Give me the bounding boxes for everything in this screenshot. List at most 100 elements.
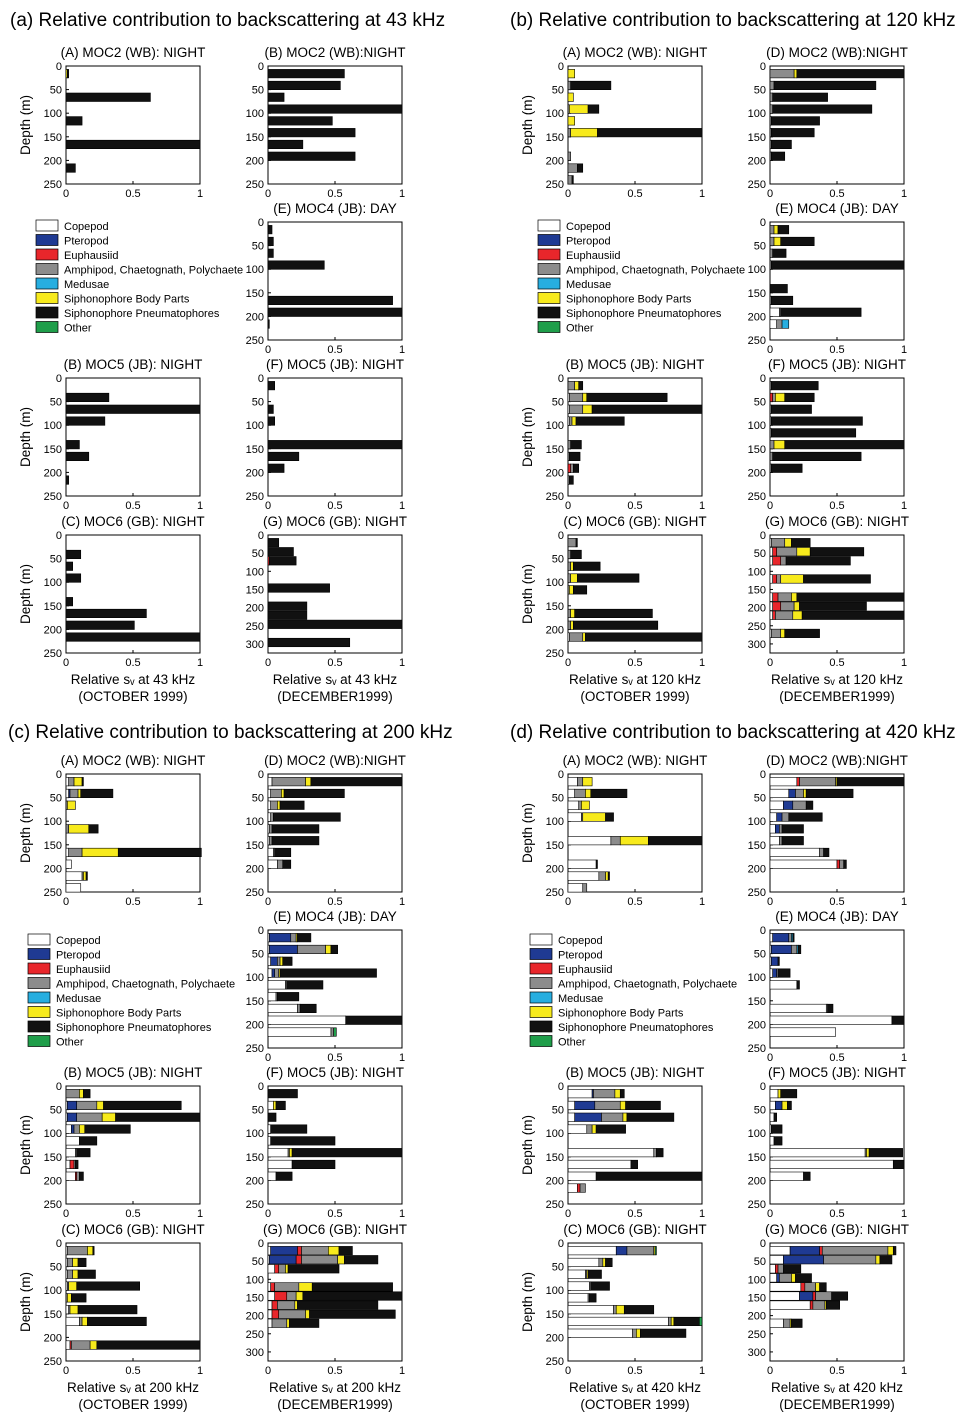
y-tick-label: 250 xyxy=(748,1329,766,1341)
bar-segment xyxy=(771,128,815,138)
bar-segment xyxy=(274,968,280,978)
bar-segment xyxy=(330,944,338,954)
y-tick-label: 100 xyxy=(748,264,766,276)
bar-segment xyxy=(567,128,571,138)
bar-segment xyxy=(267,800,271,810)
bar-segment xyxy=(267,1171,277,1181)
bar-segment xyxy=(267,307,403,317)
x-tick-label: 0 xyxy=(565,500,571,512)
axes-frame xyxy=(65,65,201,185)
bar-segment xyxy=(619,1100,626,1110)
bar-segment xyxy=(77,1257,87,1267)
legend-label: Amphipod, Chaetognath, Polychaete xyxy=(558,979,737,991)
bar-segment xyxy=(76,1112,103,1122)
bar-segment xyxy=(892,1159,905,1169)
bar-segment xyxy=(803,574,871,584)
y-tick-label: 100 xyxy=(44,816,62,828)
bar-segment xyxy=(574,381,580,391)
bar-segment xyxy=(567,463,571,473)
bar-segment xyxy=(301,1246,329,1256)
bar-segment xyxy=(626,1112,675,1122)
y-tick-label: 0 xyxy=(258,925,264,937)
y-tick-label: 250 xyxy=(44,1356,62,1368)
month-label-december: (DECEMBER1999) xyxy=(277,1397,393,1412)
bar-segment xyxy=(567,1293,589,1303)
bar-segment xyxy=(267,1159,293,1169)
y-tick-label: 0 xyxy=(760,530,766,542)
x-tick-label: 1 xyxy=(399,188,405,200)
bar-segment xyxy=(274,1282,300,1292)
legend-label: Siphonophore Pneumatophores xyxy=(56,1022,212,1034)
y-tick-label: 250 xyxy=(748,335,766,347)
bar-segment xyxy=(570,440,582,450)
bar-segment xyxy=(271,1300,278,1310)
bar-segment xyxy=(795,1273,812,1283)
panel-title: (B) MOC2 (WB):NIGHT xyxy=(265,45,406,60)
y-tick-label: 0 xyxy=(760,769,766,781)
bar-segment xyxy=(270,812,274,822)
bar-segment xyxy=(610,836,621,846)
bar-segment xyxy=(777,592,792,602)
bar-segment xyxy=(783,800,794,810)
bar-segment xyxy=(582,392,588,402)
bar-segment xyxy=(577,1183,581,1193)
y-tick-label: 100 xyxy=(546,577,564,589)
legend-swatch xyxy=(27,962,51,975)
y-tick-label: 200 xyxy=(748,155,766,167)
bar-segment xyxy=(270,788,282,798)
bar-segment xyxy=(92,1246,95,1256)
bar-segment xyxy=(805,800,814,810)
y-tick-label: 150 xyxy=(246,444,264,456)
panel-title: (D) MOC2 (WB):NIGHT xyxy=(264,753,406,768)
legend-swatch xyxy=(537,306,561,319)
bar-segment xyxy=(267,1136,271,1146)
y-tick-label: 150 xyxy=(748,1152,766,1164)
bar-segment xyxy=(569,416,573,426)
month-label-december: (DECEMBER1999) xyxy=(277,689,393,704)
legend-swatch xyxy=(537,234,561,246)
bar-segment xyxy=(274,1264,280,1274)
bar-segment xyxy=(81,1316,88,1326)
bar-segment xyxy=(274,847,292,857)
bar-segment xyxy=(636,1328,641,1338)
bar-segment xyxy=(569,104,589,114)
bar-segment xyxy=(571,175,574,185)
bar-segment xyxy=(823,847,830,857)
bar-segment xyxy=(567,836,612,846)
bar-segment xyxy=(567,800,580,810)
y-tick-label: 0 xyxy=(558,530,564,542)
bar-segment xyxy=(836,859,840,869)
bar-segment xyxy=(579,1183,586,1193)
x-tick-label: 0 xyxy=(767,1208,773,1220)
y-tick-label: 50 xyxy=(252,793,264,805)
legend-label: Amphipod, Chaetognath, Polychaete xyxy=(64,265,243,277)
bar-segment xyxy=(773,225,779,235)
bar-segment xyxy=(72,1269,79,1279)
x-axis-label-december: Relative sᵥ at 200 kHz xyxy=(269,1380,401,1395)
bar-segment xyxy=(569,632,584,642)
bar-segment xyxy=(65,451,90,461)
bar-segment xyxy=(769,556,773,566)
bar-segment xyxy=(77,788,82,798)
y-tick-label: 200 xyxy=(44,863,62,875)
bar-segment xyxy=(567,440,571,450)
bar-segment xyxy=(769,1003,827,1013)
bar-segment xyxy=(781,824,804,834)
bar-segment xyxy=(297,933,312,943)
bar-segment xyxy=(839,859,844,869)
x-tick-label: 0.5 xyxy=(125,896,140,908)
y-tick-label: 250 xyxy=(546,491,564,503)
bar-segment xyxy=(772,547,777,557)
y-tick-label: 150 xyxy=(44,1152,62,1164)
axes-frame xyxy=(267,377,403,497)
bar-segment xyxy=(769,980,798,990)
bar-segment xyxy=(574,1112,602,1122)
month-label-october: (OCTOBER 1999) xyxy=(78,1397,187,1412)
y-tick-label: 250 xyxy=(44,491,62,503)
bar-segment xyxy=(791,538,811,548)
bar-segment xyxy=(567,1159,632,1169)
